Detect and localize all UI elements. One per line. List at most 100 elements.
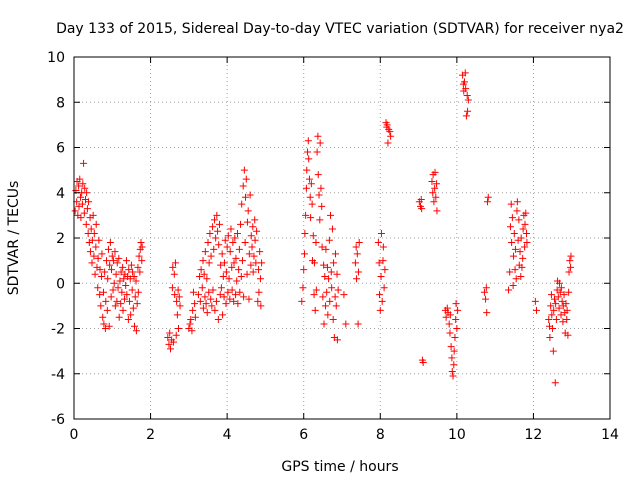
data-point (188, 327, 196, 335)
data-point (431, 168, 439, 176)
data-point (299, 284, 307, 292)
data-point (433, 180, 441, 188)
data-point (355, 239, 363, 247)
data-point (112, 270, 120, 278)
data-point (95, 236, 103, 244)
data-point (446, 311, 454, 319)
data-point (301, 229, 309, 237)
data-point (511, 245, 519, 253)
data-point (462, 112, 470, 120)
data-point (102, 297, 110, 305)
data-point (77, 193, 85, 201)
data-point (115, 313, 123, 321)
data-point (101, 268, 109, 276)
data-point (198, 284, 206, 292)
chart-title: Day 133 of 2015, Sidereal Day-to-day VTE… (56, 21, 624, 37)
data-point (119, 263, 127, 271)
data-point (522, 209, 530, 217)
data-point (483, 309, 491, 317)
data-point (560, 291, 568, 299)
data-point (227, 225, 235, 233)
data-point (120, 275, 128, 283)
data-point (532, 306, 540, 314)
data-point (300, 250, 308, 258)
data-point (100, 320, 108, 328)
data-point (254, 297, 262, 305)
data-point (217, 284, 225, 292)
data-point (196, 272, 204, 280)
data-point (101, 325, 109, 332)
data-point (523, 239, 531, 247)
data-point (222, 268, 230, 276)
data-point (550, 295, 558, 303)
data-point (211, 216, 219, 224)
data-point (189, 306, 197, 314)
data-point (307, 180, 315, 188)
data-point (507, 200, 515, 208)
x-tick-label: 10 (448, 427, 466, 443)
data-point (211, 306, 219, 314)
data-point (88, 236, 96, 244)
data-point (241, 239, 249, 247)
data-point (196, 297, 204, 305)
data-point (432, 193, 440, 201)
data-point (329, 315, 337, 323)
data-point (228, 286, 236, 294)
data-point (96, 266, 104, 274)
data-point (376, 306, 384, 314)
data-point (108, 266, 116, 274)
data-point (251, 216, 259, 224)
x-tick-label: 6 (299, 427, 308, 443)
data-point (81, 184, 89, 192)
data-point (186, 320, 194, 328)
data-point (97, 302, 105, 310)
data-point (107, 293, 115, 301)
data-point (228, 263, 236, 271)
data-point (94, 254, 102, 262)
data-point (324, 311, 332, 319)
y-tick-label: 2 (56, 231, 65, 247)
data-point (531, 297, 539, 305)
data-point (239, 182, 247, 190)
data-point (245, 295, 253, 303)
data-point (330, 259, 338, 267)
data-point (226, 248, 234, 256)
data-point (237, 272, 245, 280)
data-point (215, 220, 223, 228)
data-point (464, 96, 472, 104)
data-point (462, 85, 470, 93)
x-tick-label: 4 (223, 427, 232, 443)
data-point (323, 263, 331, 271)
x-axis-ticks: 0 2 4 6 8 10 12 14 (70, 57, 619, 443)
data-point (508, 214, 516, 222)
x-axis-label: GPS time / hours (281, 459, 398, 475)
y-tick-label: -6 (51, 412, 65, 428)
data-point (173, 297, 181, 305)
data-point (209, 223, 217, 231)
data-point (206, 229, 214, 237)
data-point (549, 347, 557, 355)
data-point (225, 275, 233, 283)
data-point (523, 229, 531, 237)
data-point (98, 250, 106, 258)
data-point (203, 275, 211, 283)
data-point (453, 325, 461, 332)
data-point (512, 275, 520, 283)
data-point (85, 198, 93, 206)
data-point (312, 286, 320, 294)
data-point (230, 259, 238, 267)
data-point (166, 345, 174, 353)
y-tick-label: 8 (56, 95, 65, 111)
data-point (320, 320, 328, 328)
data-point (387, 132, 395, 140)
data-point (113, 259, 121, 267)
data-point (224, 232, 232, 240)
data-point (450, 347, 458, 355)
data-point (208, 302, 216, 310)
data-point (448, 367, 456, 375)
data-point (565, 288, 573, 296)
data-point (298, 297, 306, 305)
data-point (90, 252, 98, 260)
data-point (226, 295, 234, 303)
data-point (334, 286, 342, 294)
